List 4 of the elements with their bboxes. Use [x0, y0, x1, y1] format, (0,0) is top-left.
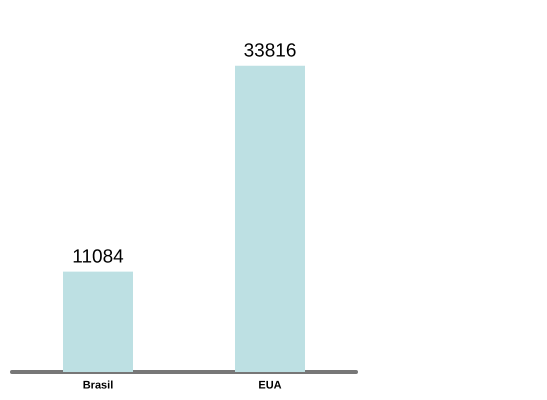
- x-tick-label: Brasil: [82, 380, 114, 392]
- data-label: 11084: [72, 246, 124, 268]
- data-label: 33816: [244, 40, 296, 62]
- x-tick-label: EUA: [258, 380, 282, 392]
